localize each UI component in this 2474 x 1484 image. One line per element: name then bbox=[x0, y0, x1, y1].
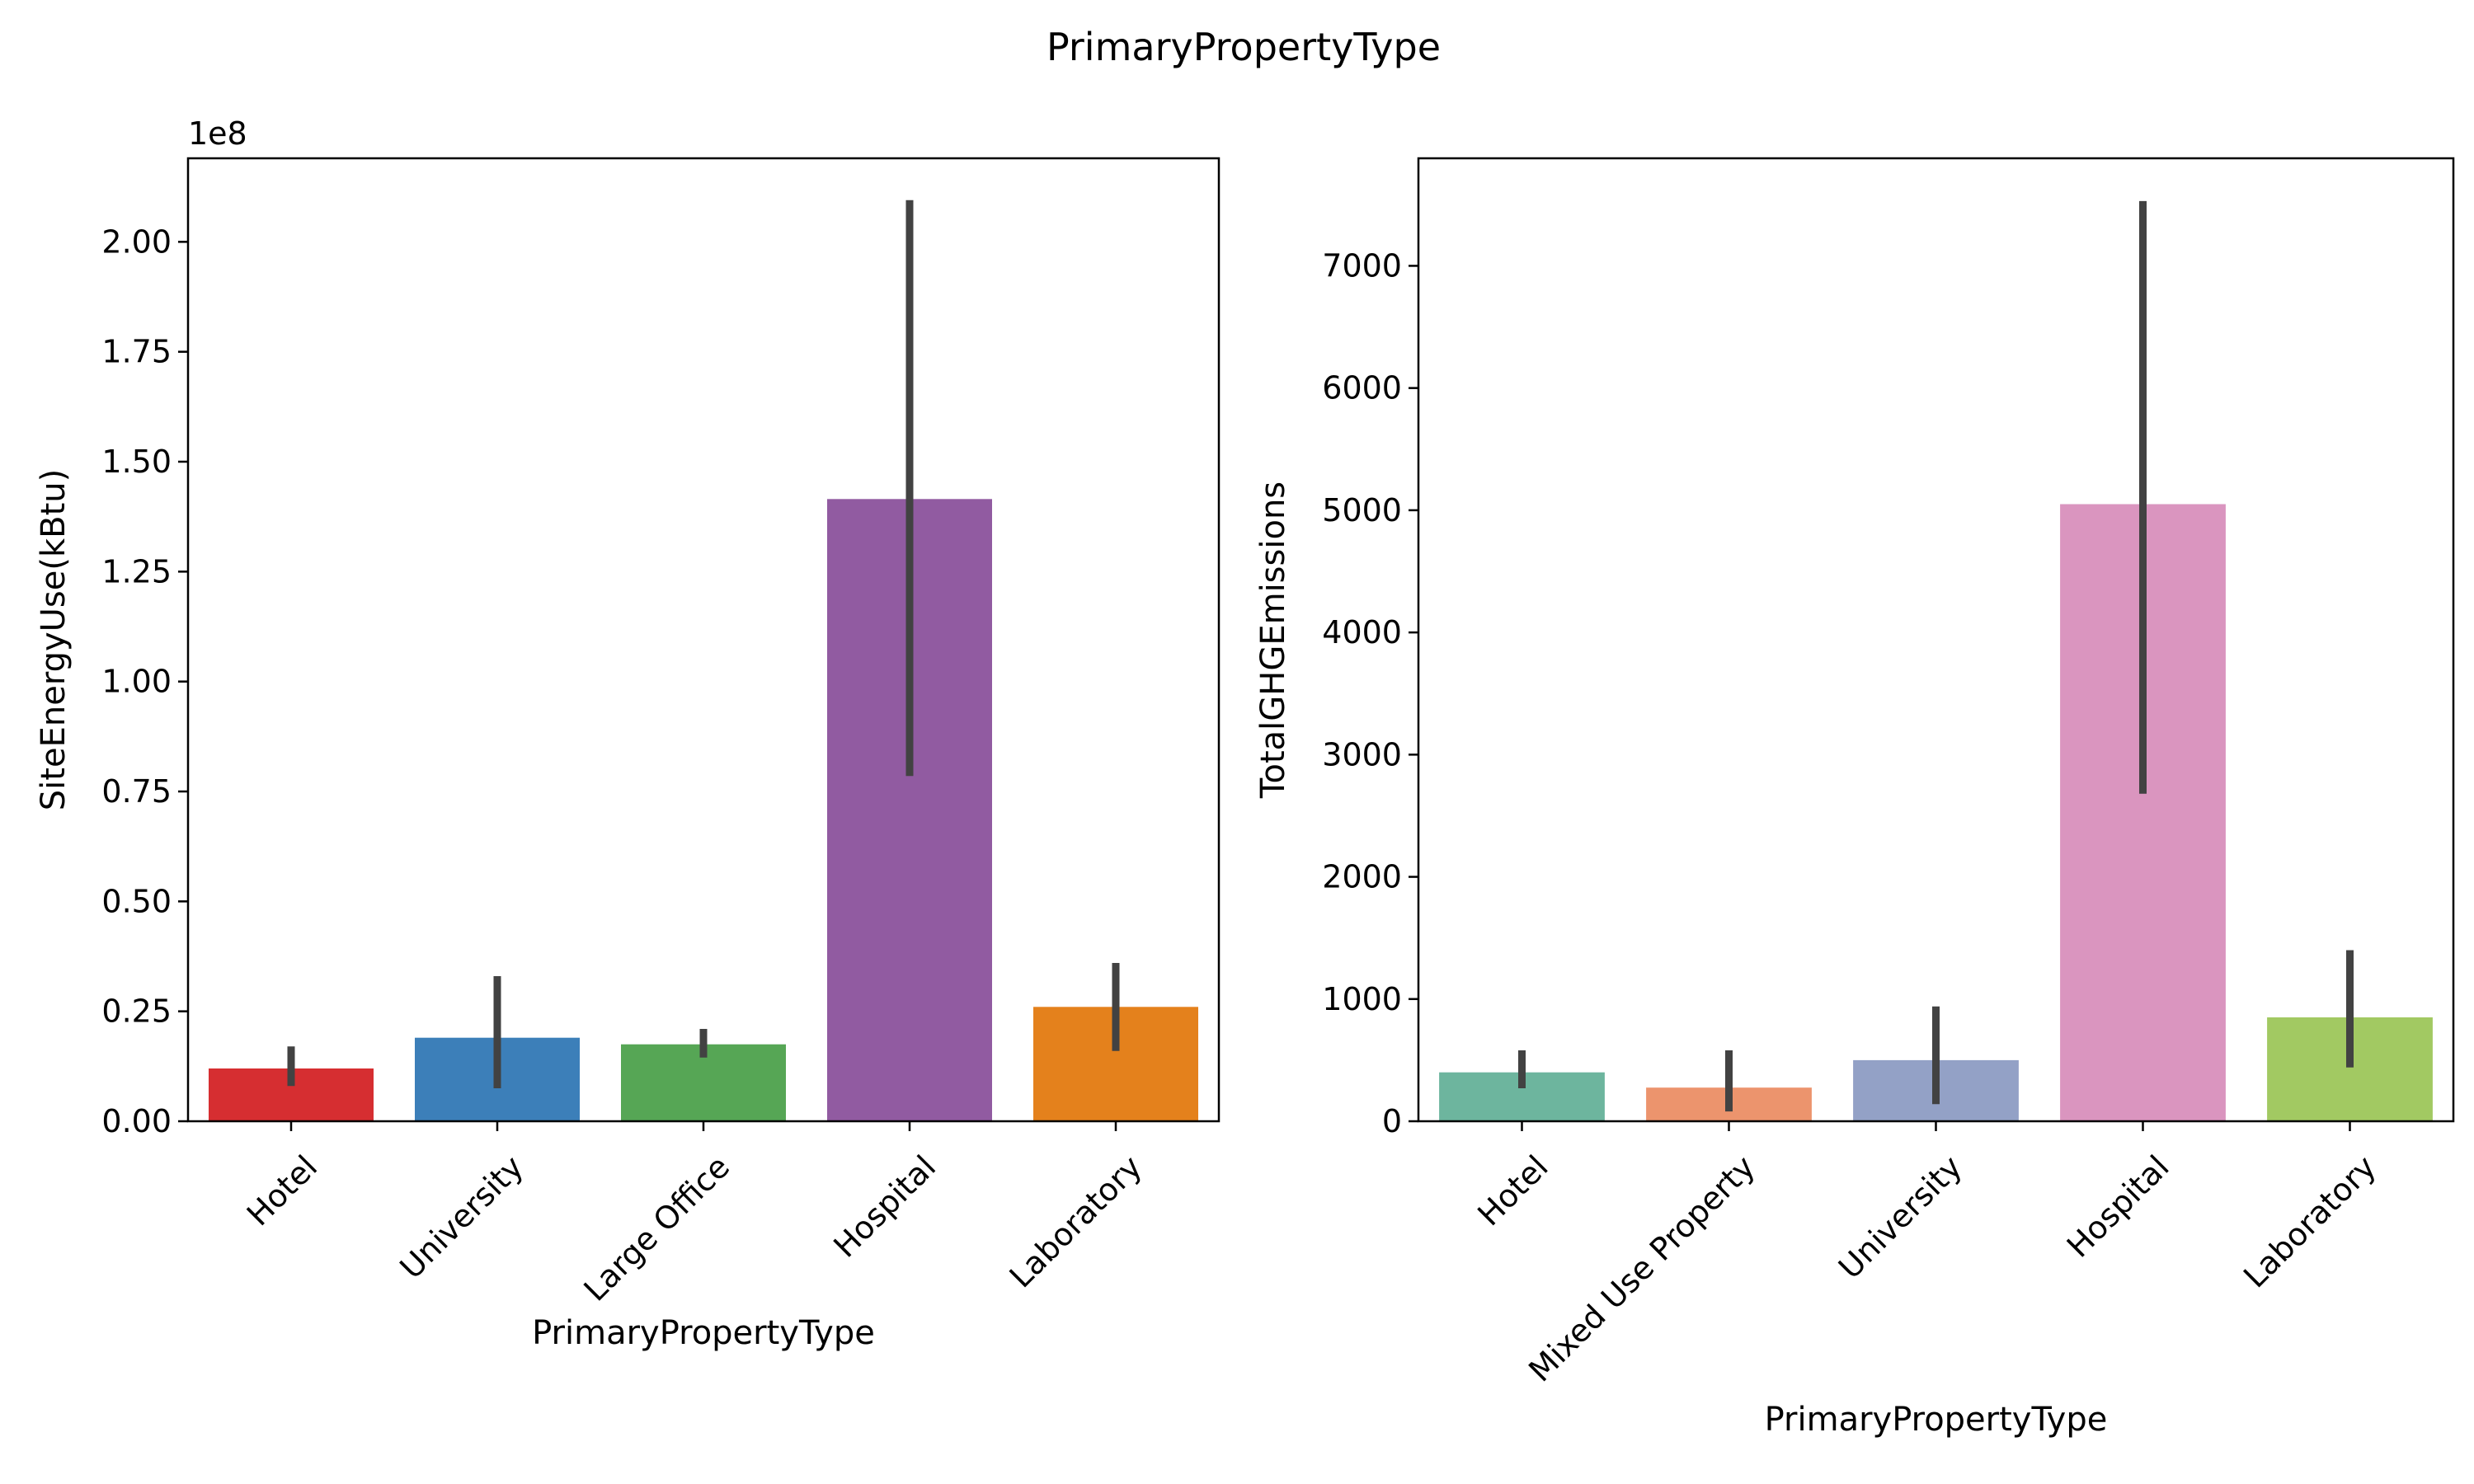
chart-1-ytick-label: 3000 bbox=[1322, 736, 1402, 773]
figure-title: PrimaryPropertyType bbox=[1047, 25, 1441, 69]
chart-1-ylabel: TotalGHGEmissions bbox=[1254, 481, 1292, 799]
chart-1-axes-frame bbox=[1417, 157, 2455, 1123]
chart-0-xtick-label: Large Office bbox=[576, 1148, 736, 1308]
chart-1-ytick-label: 4000 bbox=[1322, 614, 1402, 650]
chart-1-xtick-label: Mixed Use Property bbox=[1522, 1148, 1761, 1388]
chart-1-ytick-label: 7000 bbox=[1322, 247, 1402, 284]
chart-1-xtick-label: University bbox=[1832, 1148, 1969, 1286]
chart-0-ytick-label: 1.00 bbox=[101, 664, 172, 700]
chart-0-ytick-label: 0.75 bbox=[101, 773, 172, 810]
chart-1-ytick-label: 6000 bbox=[1322, 370, 1402, 406]
chart-1-xtick-label: Laboratory bbox=[2236, 1148, 2382, 1294]
chart-0-ytick-label: 0.50 bbox=[101, 883, 172, 919]
chart-1-xtick-label: Hospital bbox=[2060, 1148, 2176, 1265]
chart-0-xtick-label: University bbox=[393, 1148, 530, 1286]
chart-0-ytick-label: 0.00 bbox=[101, 1103, 172, 1139]
chart-1-ytick-label: 0 bbox=[1382, 1103, 1402, 1139]
chart-1-xlabel: PrimaryPropertyType bbox=[1765, 1401, 2108, 1439]
chart-0-xlabel: PrimaryPropertyType bbox=[532, 1314, 875, 1352]
chart-0-y-offset-label: 1e8 bbox=[188, 115, 247, 152]
chart-0-ytick-label: 1.25 bbox=[101, 553, 172, 589]
chart-0-xtick-label: Hospital bbox=[826, 1148, 943, 1265]
chart-1-xtick-label: Hotel bbox=[1470, 1148, 1554, 1233]
chart-0-ylabel: SiteEnergyUse(kBtu) bbox=[35, 469, 73, 810]
chart-0-ytick-label: 0.25 bbox=[101, 993, 172, 1030]
chart-0-xtick-label: Hotel bbox=[240, 1148, 324, 1233]
chart-1-ytick-label: 2000 bbox=[1322, 859, 1402, 895]
energy-use-chart: 0.00 0.25 0.50 0.75 1.00 1.25 1.50 1.75 2.00 Hote… bbox=[35, 115, 1221, 1352]
chart-0-ytick-label: 1.75 bbox=[101, 334, 172, 370]
chart-1-ytick-label: 1000 bbox=[1322, 981, 1402, 1017]
chart-0-ytick-label: 2.00 bbox=[101, 223, 172, 260]
chart-0-xtick-label: Laboratory bbox=[1003, 1148, 1149, 1294]
chart-0-ytick-label: 1.50 bbox=[101, 444, 172, 480]
ghg-emissions-chart: 0 1000 2000 3000 4000 5000 6000 7000 HotelMixed … bbox=[1254, 157, 2455, 1439]
chart-1-ytick-label: 5000 bbox=[1322, 492, 1402, 528]
chart-0-axes-frame bbox=[186, 157, 1221, 1123]
